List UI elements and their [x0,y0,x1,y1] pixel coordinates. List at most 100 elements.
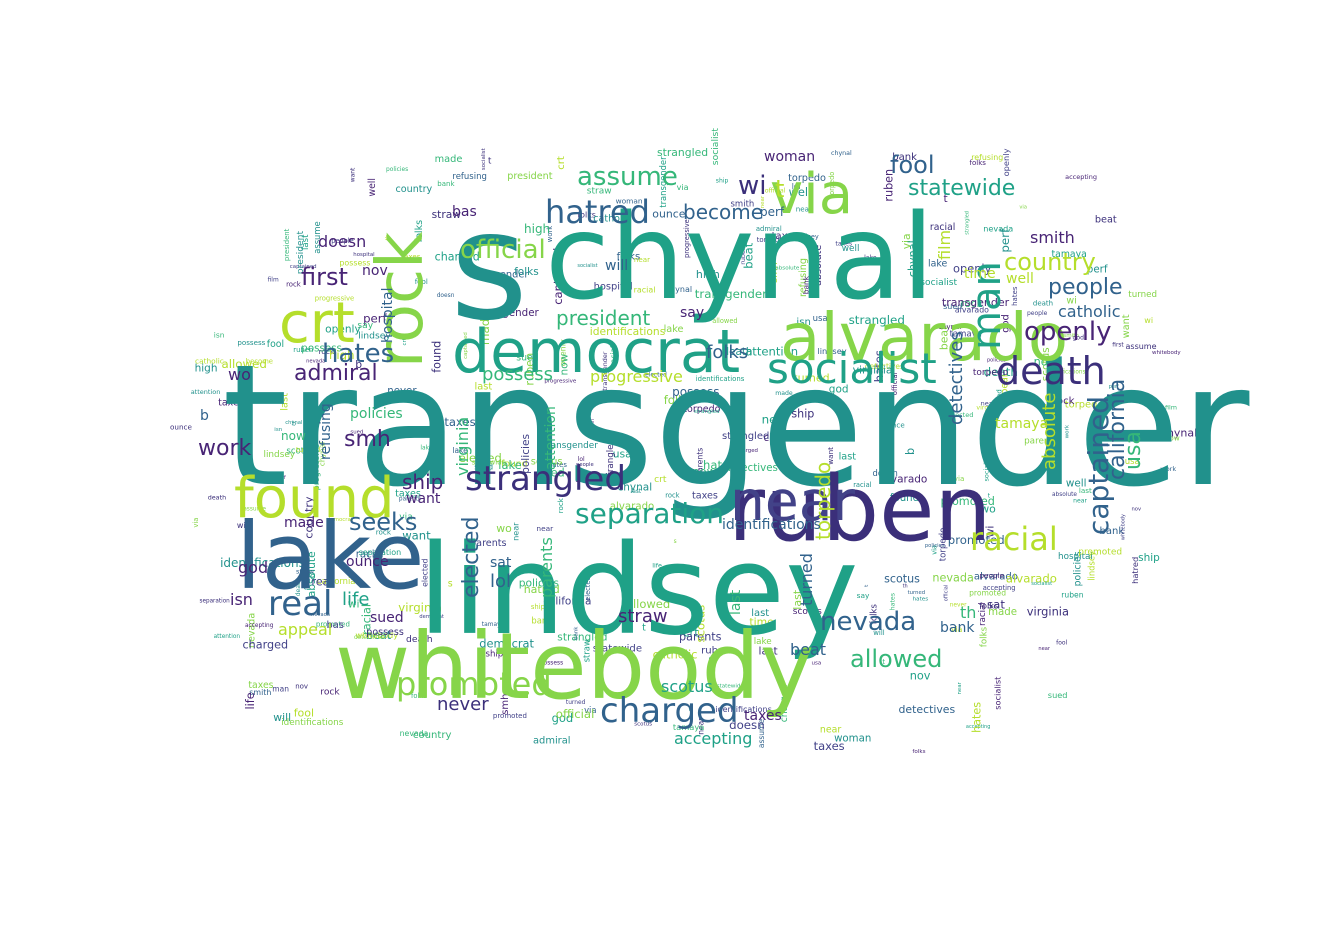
word-democrat: democrat [452,317,740,387]
filler-word: alvarado [974,571,1018,582]
filler-word: well [1066,478,1087,490]
filler-word: openly [325,324,361,336]
filler-word: fool [267,339,284,350]
filler-word: president [283,228,291,261]
filler-word: ruben [701,645,731,656]
filler-word: th [310,467,318,474]
filler-word: made [775,390,793,397]
filler-word: socialist [1031,581,1052,587]
filler-word: admiral [533,736,571,747]
filler-word: accepting [1065,173,1097,181]
word-work: work [198,436,251,461]
filler-word: isn [274,427,282,433]
filler-word: near [981,400,996,408]
filler-word: lol [578,456,585,463]
word-rock: rock [364,232,438,368]
filler-word: near [762,413,789,427]
word-racial: racial [970,520,1058,558]
word-s: s [450,180,528,354]
filler-word: captained [551,248,565,305]
filler-word: allowed [712,317,737,325]
filler-word: wo [496,522,512,535]
word-accepting: accepting [674,729,752,748]
filler-word: last [631,489,642,495]
filler-word: perf [276,475,286,481]
filler-word: assume [757,719,766,748]
filler-word: doesn [437,293,455,299]
filler-word: chynal [1161,426,1197,439]
filler-word: smith [1063,333,1079,339]
word-say: say [680,305,704,321]
filler-word: last [791,589,804,610]
filler-word: smh [590,419,596,430]
filler-word: openly [558,339,567,366]
word-fool: fool [890,151,934,179]
filler-word: accepting [966,724,991,730]
filler-word: work [1160,465,1176,473]
filler-word: fool [1056,639,1067,646]
filler-word: lake [928,258,947,269]
filler-word: god [1073,334,1085,341]
word-god: god [238,558,268,577]
filler-word: tamaya [1052,249,1087,260]
filler-word: found [431,341,444,373]
filler-word: sat [987,598,1005,612]
filler-word: now [1034,356,1057,369]
filler-word: hospital [1058,552,1093,562]
filler-word: virginia [1027,605,1069,619]
filler-word: ship [791,408,814,421]
filler-word: tamaya [950,330,982,340]
filler-word: taxes [835,241,852,248]
filler-word: near [634,255,650,264]
word-real: real [268,584,332,624]
word-wi: wi [738,171,767,201]
filler-word: chynal [618,482,653,494]
filler-word: country [303,496,316,539]
filler-word: hates [890,593,897,610]
filler-word: made [478,311,492,345]
filler-word: nevada [306,358,325,364]
filler-word: promoted [316,621,350,629]
filler-word: admiral [756,225,782,233]
filler-word: people [331,237,353,245]
filler-word: strangled [606,439,616,480]
word-seeks: seeks [349,508,417,536]
filler-word: possess [339,258,370,267]
filler-word: folks [664,393,691,407]
filler-word: identifications [590,325,666,338]
filler-word: bank [892,152,917,163]
filler-word: possess [237,338,265,347]
word-separation: separation [575,497,724,530]
filler-word: racial [978,602,988,626]
filler-word: bas [327,620,344,631]
filler-word: never [387,386,417,397]
filler-word: identifications [696,375,745,383]
filler-word: folks [912,749,925,755]
word-admiral: admiral [294,361,378,386]
filler-word: socialist [710,128,721,166]
filler-word: country [396,184,433,195]
filler-word: via [954,474,965,483]
filler-word: policies [987,357,1006,363]
filler-word: nov [295,683,308,691]
filler-word: perf [998,228,1012,253]
filler-word: democrat [419,614,443,620]
filler-word: parents [399,497,421,503]
filler-word: taxes [218,398,244,409]
filler-word: strangled [965,211,971,235]
filler-word: progressive [315,295,354,303]
filler-word: possess [301,343,342,355]
filler-word: sued [1048,690,1068,700]
filler-word: sued [943,302,962,311]
filler-word: via [192,518,200,528]
filler-word: via [399,512,412,522]
word-first: first [301,263,348,291]
filler-word: policies [925,543,945,549]
filler-word: california [543,596,591,608]
filler-word: lake [452,446,468,455]
word-people: people [1048,275,1123,300]
filler-word: straw [296,568,315,576]
filler-word: nov [1132,507,1142,513]
filler-word: death [295,579,302,597]
filler-word: nevada [932,572,973,585]
